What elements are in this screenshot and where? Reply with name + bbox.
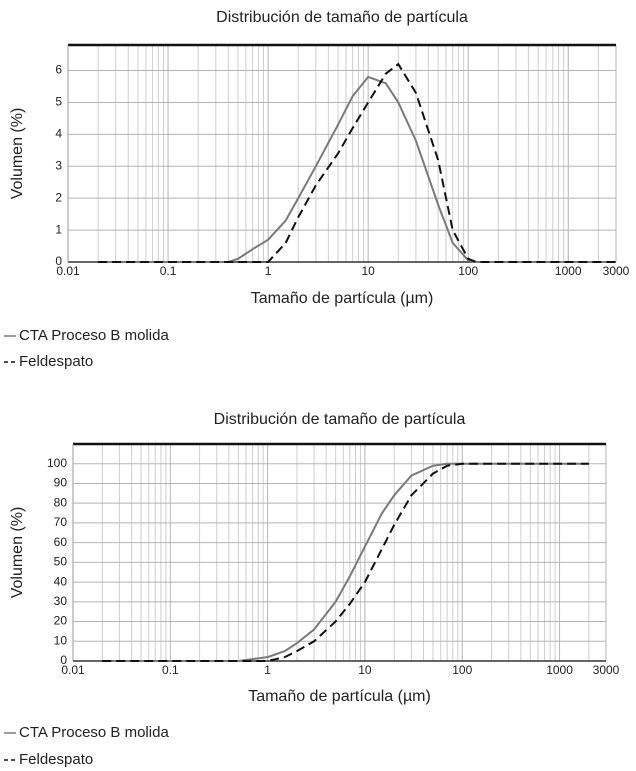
legend-text: CTA Proceso B molida (19, 327, 169, 344)
title: Distribución de tamaño de partícula (216, 9, 468, 26)
y-tick-label: 10 (54, 633, 68, 647)
y-tick-label: 6 (55, 63, 62, 77)
x-tick-label: 0.1 (162, 663, 179, 677)
y-tick-label: 0 (55, 254, 62, 268)
series-line (102, 462, 589, 662)
series-line (98, 75, 616, 263)
y-tick-label: 50 (54, 555, 68, 569)
series-line (102, 462, 589, 662)
y-tick-label: 0 (60, 653, 67, 667)
series-line (98, 62, 616, 263)
title: Distribución de tamaño de partícula (214, 411, 466, 428)
y-axis-label: Volumen (%) (9, 108, 26, 200)
x-tick-label: 100 (452, 663, 472, 677)
y-tick-label: 5 (55, 95, 62, 109)
y-tick-label: 2 (55, 190, 62, 204)
x-tick-label: 10 (358, 663, 372, 677)
x-tick-label: 10 (361, 264, 375, 278)
legend-text: Feldespato (19, 353, 93, 370)
x-tick-label: 0.01 (56, 264, 80, 278)
x-tick-label: 1000 (555, 264, 582, 278)
x-tick-label: 100 (458, 264, 478, 278)
x-axis-label: Tamaño de partícula (µm) (251, 290, 434, 307)
x-tick-label: 1 (265, 264, 272, 278)
x-tick-label: 0.01 (61, 663, 85, 677)
y-tick-label: 90 (54, 476, 68, 490)
x-tick-label: 1 (264, 663, 271, 677)
y-tick-label: 3 (55, 158, 62, 172)
y-tick-label: 20 (54, 614, 68, 628)
y-tick-label: 60 (54, 535, 68, 549)
legend-text: CTA Proceso B molida (19, 724, 169, 741)
legend-text: Feldespato (19, 751, 93, 768)
y-tick-label: 1 (55, 222, 62, 236)
x-axis-label: Tamaño de partícula (µm) (248, 688, 431, 705)
y-tick-label: 70 (54, 515, 68, 529)
y-tick-label: 100 (47, 456, 67, 470)
x-tick-label: 0.1 (160, 264, 177, 278)
y-tick-label: 30 (54, 594, 68, 608)
y-axis-label: Volumen (%) (9, 507, 26, 599)
y-tick-label: 40 (54, 574, 68, 588)
x-tick-label: 3000 (593, 663, 620, 677)
y-tick-label: 80 (54, 495, 68, 509)
y-tick-label: 4 (55, 127, 62, 141)
x-tick-label: 3000 (603, 264, 630, 278)
x-tick-label: 1000 (546, 663, 573, 677)
